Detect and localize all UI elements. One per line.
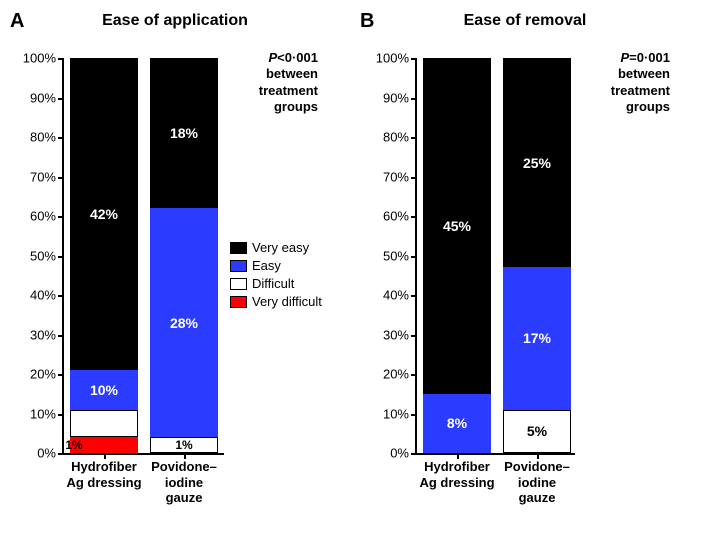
bar-segment-label: 42% xyxy=(90,206,118,222)
legend-label: Very difficult xyxy=(252,294,322,309)
ytick-label: 70% xyxy=(360,169,409,184)
bar-segment-label: 28% xyxy=(170,315,198,331)
bar-xlabel: Povidone–iodinegauze xyxy=(134,459,234,506)
ytick-label: 60% xyxy=(360,209,409,224)
ytick-mark xyxy=(58,216,63,218)
ytick-mark xyxy=(411,58,416,60)
panel-letter-b: B xyxy=(360,10,374,33)
ytick-mark xyxy=(58,335,63,337)
legend-swatch xyxy=(230,242,247,254)
legend-label: Easy xyxy=(252,258,281,273)
ytick-label: 50% xyxy=(0,248,56,263)
bar-segment-label: 25% xyxy=(523,155,551,171)
ytick-label: 70% xyxy=(0,169,56,184)
bar-segment-label: 5% xyxy=(527,423,547,439)
ytick-label: 0% xyxy=(0,446,56,461)
ytick-mark xyxy=(411,374,416,376)
legend-swatch xyxy=(230,260,247,272)
bar-slot: 5%17%25%Povidone–iodinegauze xyxy=(503,58,571,453)
bar-segment-label: 17% xyxy=(523,330,551,346)
bar-segment-very_easy: 18% xyxy=(150,58,218,208)
ytick-label: 40% xyxy=(360,288,409,303)
legend-swatch xyxy=(230,296,247,308)
legend-label: Very easy xyxy=(252,240,309,255)
ytick-mark xyxy=(411,137,416,139)
bar-segment-label: 1% xyxy=(65,438,82,452)
ytick-label: 30% xyxy=(360,327,409,342)
xtick-mark xyxy=(184,454,186,459)
bar-segment-very_easy: 25% xyxy=(503,58,571,267)
legend: Very easy Easy Difficult Very difficult xyxy=(230,240,322,312)
panel-title-a: Ease of application xyxy=(80,12,270,30)
ytick-label: 10% xyxy=(0,406,56,421)
pvalue-b: P=0·001betweentreatmentgroups xyxy=(580,50,670,115)
ytick-label: 60% xyxy=(0,209,56,224)
bar-segment-easy: 10% xyxy=(70,370,138,410)
ytick-label: 30% xyxy=(0,327,56,342)
pvalue-a: P<0·001betweentreatmentgroups xyxy=(228,50,318,115)
ytick-mark xyxy=(58,58,63,60)
bar-segment-easy: 8% xyxy=(423,394,491,453)
ytick-mark xyxy=(58,414,63,416)
ytick-label: 80% xyxy=(0,130,56,145)
ytick-mark xyxy=(411,98,416,100)
bar-xlabel: Povidone–iodinegauze xyxy=(487,459,587,506)
bar-segment-difficult: 1% xyxy=(150,437,218,453)
ytick-mark xyxy=(58,98,63,100)
ytick-label: 10% xyxy=(360,406,409,421)
plot-area-a: 1%10%42%HydrofiberAg dressing1%28%18%Pov… xyxy=(62,58,224,455)
plot-area-b: 8%45%HydrofiberAg dressing5%17%25%Povido… xyxy=(415,58,575,455)
ytick-mark xyxy=(58,137,63,139)
bar-segment-label: 18% xyxy=(170,125,198,141)
ytick-mark xyxy=(58,374,63,376)
bar-slot: 1%10%42%HydrofiberAg dressing xyxy=(70,58,138,453)
ytick-label: 100% xyxy=(360,51,409,66)
ytick-mark xyxy=(411,216,416,218)
ytick-label: 20% xyxy=(0,367,56,382)
panel-letter-a: A xyxy=(10,10,24,33)
ytick-mark xyxy=(411,414,416,416)
ytick-label: 40% xyxy=(0,288,56,303)
bar-segment-easy: 28% xyxy=(150,208,218,437)
legend-row: Easy xyxy=(230,258,322,273)
bar-segment-difficult: 5% xyxy=(503,410,571,453)
ytick-mark xyxy=(58,177,63,179)
bar-segment-very_difficult: 1% xyxy=(70,437,138,453)
ytick-label: 20% xyxy=(360,367,409,382)
bar-segment-label: 10% xyxy=(90,382,118,398)
bar-segment-label: 1% xyxy=(175,438,192,452)
xtick-mark xyxy=(537,454,539,459)
bar-segment-very_easy: 45% xyxy=(423,58,491,394)
xtick-mark xyxy=(104,454,106,459)
ytick-label: 90% xyxy=(360,90,409,105)
legend-swatch xyxy=(230,278,247,290)
ytick-label: 100% xyxy=(0,51,56,66)
ytick-label: 0% xyxy=(360,446,409,461)
ytick-mark xyxy=(58,453,63,455)
bar-slot: 8%45%HydrofiberAg dressing xyxy=(423,58,491,453)
bar-segment-label: 8% xyxy=(447,415,467,431)
ytick-mark xyxy=(411,335,416,337)
panel-title-b: Ease of removal xyxy=(430,12,620,30)
bar-segment-difficult xyxy=(70,410,138,438)
legend-row: Very easy xyxy=(230,240,322,255)
bar-segment-very_easy: 42% xyxy=(70,58,138,370)
ytick-mark xyxy=(411,177,416,179)
ytick-mark xyxy=(58,256,63,258)
ytick-label: 90% xyxy=(0,90,56,105)
bar-segment-label: 45% xyxy=(443,218,471,234)
ytick-mark xyxy=(411,453,416,455)
bar-segment-easy: 17% xyxy=(503,267,571,409)
xtick-mark xyxy=(457,454,459,459)
legend-row: Difficult xyxy=(230,276,322,291)
ytick-label: 50% xyxy=(360,248,409,263)
ytick-mark xyxy=(58,295,63,297)
bar-slot: 1%28%18%Povidone–iodinegauze xyxy=(150,58,218,453)
ytick-mark xyxy=(411,295,416,297)
legend-label: Difficult xyxy=(252,276,294,291)
ytick-label: 80% xyxy=(360,130,409,145)
ytick-mark xyxy=(411,256,416,258)
legend-row: Very difficult xyxy=(230,294,322,309)
